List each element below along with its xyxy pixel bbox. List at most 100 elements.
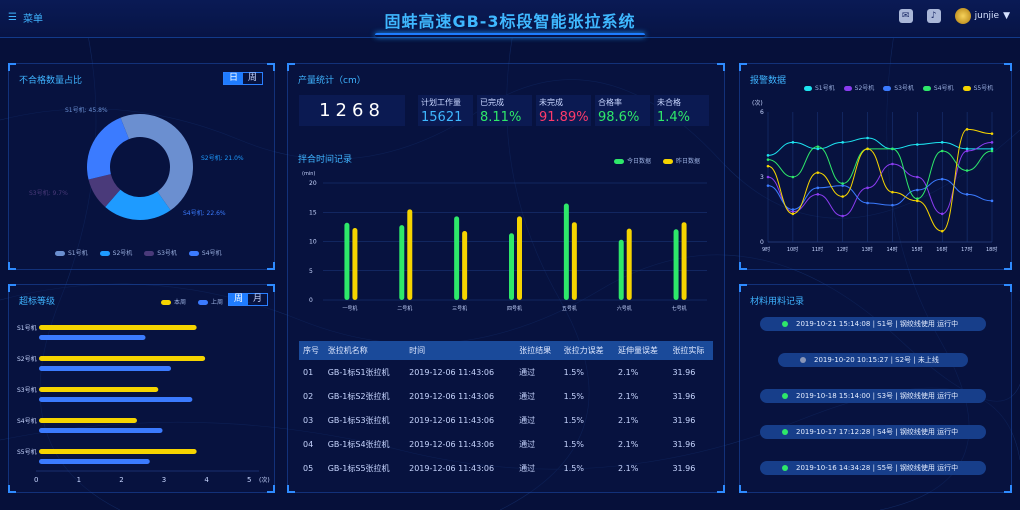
series-point <box>916 175 919 179</box>
bar-last-week <box>39 459 150 464</box>
bar-last-week <box>39 366 172 371</box>
series-point <box>940 149 944 153</box>
bar-this-week <box>39 356 206 361</box>
toggle-week[interactable]: 周 <box>248 73 258 83</box>
x-tick: 12时 <box>837 246 848 253</box>
series-point <box>841 184 844 187</box>
donut-slice[interactable] <box>87 117 129 180</box>
series-point <box>891 190 894 194</box>
kpi-card: 未完成 91.89% <box>536 95 591 126</box>
series-point <box>866 201 869 205</box>
table-cell: 1.5% <box>563 439 584 449</box>
series-point <box>816 171 820 174</box>
table-cell: 2.1% <box>618 391 639 401</box>
series-point <box>766 175 770 179</box>
row-label: S2号机 <box>17 355 37 363</box>
status-dot <box>782 465 788 471</box>
top-bar: ☰ 菜单 固蚌高速GB-3标段智能张拉系统 ✉ ♪ junjie ▼ <box>0 0 1020 38</box>
series-point <box>816 145 820 148</box>
table-cell: 通过 <box>519 391 536 401</box>
donut-legend: S1号机 S2号机 S3号机 S4号机 <box>55 248 222 257</box>
day-week-toggle[interactable]: 日 周 <box>223 72 264 85</box>
record-text: 2019-10-21 15:14:08 | S1号 | 钢绞线使用 运行中 <box>796 320 959 328</box>
record-item[interactable]: 2019-10-16 14:34:28 | S5号 | 钢绞线使用 运行中 <box>760 461 986 475</box>
y-tick: 0 <box>309 297 313 304</box>
donut-slice[interactable] <box>120 114 194 211</box>
bar-yesterday <box>407 209 413 300</box>
x-tick: 1 <box>77 476 81 484</box>
kpi-label: 合格率 <box>598 98 622 107</box>
table-cell: 通过 <box>519 415 536 425</box>
table-cell: GB-1标S2张拉机 <box>327 391 390 401</box>
panel-title: 报警数据 <box>750 76 787 86</box>
table-row[interactable]: 02 GB-1标S2张拉机 2019-12-06 11:43:06 通过 1.5% 2.1… <box>299 384 713 408</box>
table-cell: 31.96 <box>672 439 696 449</box>
week-month-toggle[interactable]: 周 月 <box>228 293 269 306</box>
legend-item: S3号机 <box>883 83 914 92</box>
table-cell: 2019-12-06 11:43:06 <box>409 463 495 473</box>
table-row[interactable]: 05 GB-1标S5张拉机 2019-12-06 11:43:06 通过 1.5% 2.1… <box>299 456 713 480</box>
table-cell: 2019-12-06 11:43:06 <box>409 439 495 449</box>
toggle-week[interactable]: 周 <box>229 294 249 305</box>
menu-button[interactable]: ☰ 菜单 <box>8 10 43 25</box>
table-row[interactable]: 03 GB-1标S3张拉机 2019-12-06 11:43:06 通过 1.5% 2.1… <box>299 408 713 432</box>
category-label: 六号机 <box>617 305 632 312</box>
overload-legend: 本周 上周 <box>161 297 223 306</box>
series-point <box>990 199 994 203</box>
mail-icon[interactable]: ✉ <box>898 9 913 23</box>
legend-item: S4号机 <box>188 248 222 257</box>
panel-title: 不合格数量占比 <box>19 76 83 86</box>
series-point <box>891 162 894 166</box>
table-row[interactable]: 04 GB-1标S4张拉机 2019-12-06 11:43:06 通过 1.5% 2.1… <box>299 432 713 456</box>
series-point <box>940 212 944 216</box>
category-label: 四号机 <box>507 305 522 312</box>
unqualified-panel: 不合格数量占比 日 周 S1号机: 45.8% S2号机: 21.0% S3号机: … <box>8 63 275 270</box>
x-tick: 14时 <box>886 246 897 253</box>
record-item[interactable]: 2019-10-21 15:14:08 | S1号 | 钢绞线使用 运行中 <box>760 317 986 331</box>
kpi-label: 未合格 <box>657 98 681 107</box>
legend-this-week: 本周 <box>174 299 187 306</box>
toggle-month[interactable]: 月 <box>253 294 263 304</box>
legend-yesterday: 昨日数据 <box>676 158 701 165</box>
series-point <box>965 149 969 153</box>
record-item[interactable]: 2019-10-20 10:15:27 | S2号 | 未上线 <box>778 353 968 367</box>
kpi-card: 未合格 1.4% <box>654 95 709 126</box>
table-cell: 1.5% <box>563 367 584 377</box>
series-point <box>791 175 795 179</box>
record-item[interactable]: 2019-10-18 15:14:00 | S3号 | 钢绞线使用 运行中 <box>760 389 986 403</box>
table-row[interactable]: 01 GB-1标S1张拉机 2019-12-06 11:43:06 通过 1.5% 2.1… <box>299 360 713 384</box>
record-item[interactable]: 2019-10-17 17:12:28 | S4号 | 钢绞线使用 运行中 <box>760 425 986 439</box>
series-point <box>940 229 944 233</box>
series-point <box>965 169 969 172</box>
bar-today <box>618 239 624 300</box>
y-unit: (min) <box>302 171 315 177</box>
menu-icon: ☰ <box>8 12 17 23</box>
series-point <box>816 193 820 196</box>
user-menu[interactable]: junjie ▼ <box>954 8 1010 24</box>
mixing-legend: 今日数据 昨日数据 <box>614 156 700 165</box>
column-header: 张拉机名称 <box>323 341 406 360</box>
bell-icon[interactable]: ♪ <box>926 9 941 23</box>
y-tick: 5 <box>309 268 313 275</box>
tension-table: 序号 张拉机名称 时间 张拉结果 张拉力误差 延伸量误差 张拉实际 01 GB-1标S1张拉机… <box>299 341 713 480</box>
series-point <box>866 147 869 151</box>
legend-last-week: 上周 <box>211 299 224 306</box>
bar-today <box>563 203 569 300</box>
y-unit: (次) <box>752 99 763 107</box>
status-dot <box>800 357 806 363</box>
donut-slice[interactable] <box>88 174 121 207</box>
kpi-label: 未完成 <box>539 98 563 107</box>
column-header: 延伸量误差 <box>614 341 669 360</box>
series-point <box>990 132 994 135</box>
table-cell: GB-1标S5张拉机 <box>327 463 390 473</box>
y-tick: 15 <box>309 209 317 216</box>
kpi-label: 计划工作量 <box>421 98 461 107</box>
column-header: 时间 <box>405 341 516 360</box>
alarm-line-chart: (次) 0 3 6 9时 10时 11时 12时 13时 14时 15时 16时 17时 18时 <box>752 99 997 253</box>
toggle-day[interactable]: 日 <box>224 73 244 84</box>
series-point <box>965 128 969 131</box>
series-point <box>766 164 770 168</box>
donut-slice[interactable] <box>105 189 171 220</box>
series-point <box>866 136 869 140</box>
series-point <box>916 197 919 200</box>
